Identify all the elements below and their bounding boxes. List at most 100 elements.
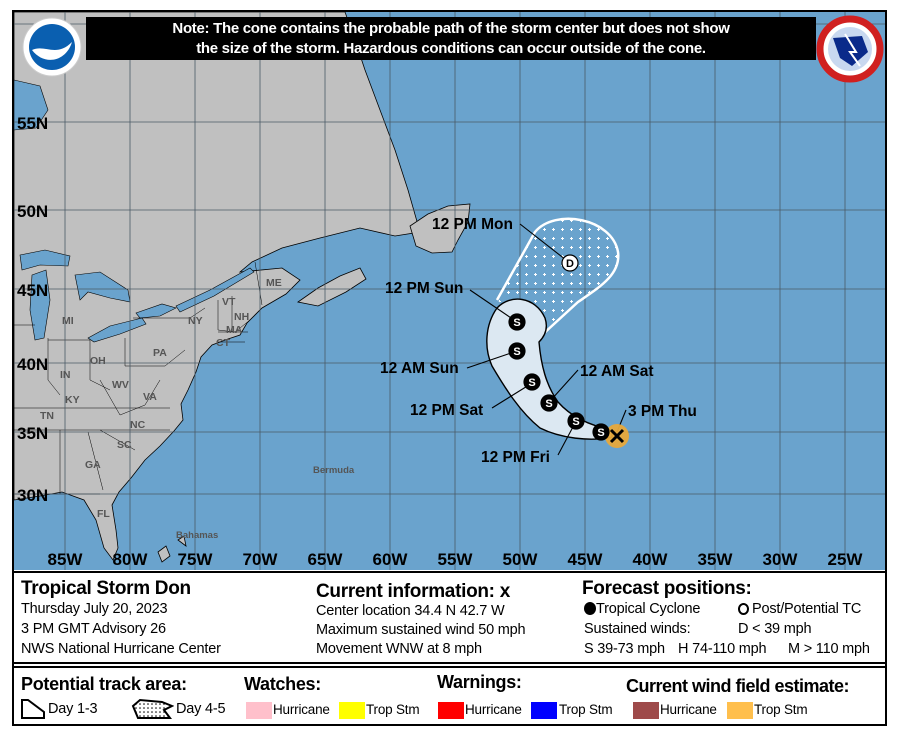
warning-hurricane-swatch (438, 702, 464, 719)
label-12pm-mon: 12 PM Mon (432, 216, 513, 233)
state-borders (14, 261, 263, 495)
watch-trop-label: Trop Stm (366, 702, 420, 717)
day-4-5-label: Day 4-5 (176, 701, 226, 717)
svg-text:S: S (545, 398, 552, 410)
current-info-title: Current information: x (316, 581, 511, 602)
lon-label: 40W (633, 550, 669, 569)
day-4-5-cone-icon (131, 698, 174, 719)
watch-hurricane-swatch (246, 702, 272, 719)
watch-trop-swatch (339, 702, 365, 719)
label-fl: FL (97, 508, 110, 520)
label-ga: GA (85, 459, 101, 471)
forecast-cone-map: MI OH PA NY VT NH MA CT ME IN KY WV VA T… (14, 12, 885, 570)
lat-label: 40N (17, 355, 48, 374)
nova-scotia (297, 267, 367, 307)
storm-advisory: 3 PM GMT Advisory 26 (21, 621, 166, 637)
lon-label: 35W (698, 550, 734, 569)
storm-issuer: NWS National Hurricane Center (21, 641, 221, 657)
label-12am-sat: 12 AM Sat (580, 363, 654, 380)
label-bermuda: Bermuda (313, 465, 355, 476)
current-movement: Movement WNW at 8 mph (316, 641, 482, 657)
bahamas (157, 535, 187, 563)
label-wv: WV (112, 379, 129, 391)
label-12pm-sat: 12 PM Sat (410, 402, 483, 419)
label-12pm-sun: 12 PM Sun (385, 280, 463, 297)
label-ky: KY (65, 394, 80, 406)
forecast-s: S 39-73 mph (584, 641, 665, 657)
label-ma: MA (226, 324, 243, 336)
warning-hurricane-label: Hurricane (465, 702, 522, 717)
great-lakes (14, 79, 255, 343)
storm-point-icon: S (567, 412, 585, 430)
lon-label: 50W (503, 550, 539, 569)
lon-label: 55W (438, 550, 474, 569)
warning-trop-label: Trop Stm (559, 702, 613, 717)
lon-label: 60W (373, 550, 409, 569)
storm-point-icon: S (508, 313, 526, 331)
warning-trop-swatch (531, 702, 557, 719)
svg-text:S: S (528, 377, 535, 389)
day-1-3-label: Day 1-3 (48, 701, 98, 717)
lon-label: 75W (178, 550, 214, 569)
lat-label: 55N (17, 114, 48, 133)
forecast-h: H 74-110 mph (678, 641, 767, 657)
legend-panel: Potential track area: Day 1-3 Day 4-5 Wa… (12, 666, 887, 726)
label-tn: TN (40, 410, 54, 422)
current-location: Center location 34.4 N 42.7 W (316, 603, 505, 619)
lon-label: 25W (828, 550, 864, 569)
warnings-title: Warnings: (437, 672, 522, 692)
track-area-title: Potential track area: (21, 674, 187, 694)
lon-label: 85W (48, 550, 84, 569)
cone-disclaimer-note: Note: The cone contains the probable pat… (86, 17, 816, 60)
current-wind: Maximum sustained wind 50 mph (316, 622, 526, 638)
forecast-tc: Tropical Cyclone (584, 601, 700, 617)
label-oh: OH (90, 355, 106, 367)
label-nc: NC (130, 419, 146, 431)
svg-text:S: S (513, 317, 520, 329)
label-me: ME (266, 277, 282, 289)
label-sc: SC (117, 439, 132, 451)
nws-logo (816, 15, 884, 83)
storm-date: Thursday July 20, 2023 (21, 601, 168, 617)
lon-label: 30W (763, 550, 799, 569)
lat-label: 35N (17, 424, 48, 443)
label-vt: VT (222, 296, 236, 308)
label-nh: NH (234, 311, 249, 323)
lat-label: 30N (17, 486, 48, 505)
storm-title: Tropical Storm Don (21, 578, 191, 599)
label-bahamas: Bahamas (176, 530, 218, 541)
forecast-winds-label: Sustained winds: (584, 621, 691, 637)
watch-hurricane-label: Hurricane (273, 702, 330, 717)
note-line-1: Note: The cone contains the probable pat… (172, 20, 730, 37)
wind-trop-swatch (727, 702, 753, 719)
label-in: IN (60, 369, 71, 381)
storm-point-icon: S (540, 394, 558, 412)
forecast-m: M > 110 mph (788, 641, 870, 657)
svg-text:S: S (597, 427, 604, 439)
track-labels: 12 PM Mon 12 PM Sun 12 AM Sun 12 PM Sat … (380, 216, 697, 466)
current-x-icon: x (499, 581, 511, 602)
open-circle-icon (738, 603, 749, 615)
svg-text:S: S (572, 416, 579, 428)
svg-text:S: S (513, 346, 520, 358)
noaa-logo (22, 17, 82, 77)
label-ny: NY (188, 315, 203, 327)
watches-title: Watches: (244, 674, 321, 694)
wind-hurricane-label: Hurricane (660, 702, 717, 717)
day-1-3-cone-icon (21, 699, 45, 719)
lat-label: 50N (17, 202, 48, 221)
lon-label: 70W (243, 550, 279, 569)
depression-point-icon: D (561, 254, 579, 272)
storm-info-panel: Tropical Storm Don Thursday July 20, 202… (12, 571, 887, 664)
label-mi: MI (62, 315, 74, 327)
lon-label: 45W (568, 550, 604, 569)
lon-label: 65W (308, 550, 344, 569)
lon-label: 80W (113, 550, 149, 569)
wind-trop-label: Trop Stm (754, 702, 808, 717)
label-12pm-fri: 12 PM Fri (481, 449, 550, 466)
forecast-d: D < 39 mph (738, 621, 812, 637)
lat-lon-grid (14, 12, 885, 570)
forecast-ptc: Post/Potential TC (738, 601, 861, 617)
wind-hurricane-swatch (633, 702, 659, 719)
